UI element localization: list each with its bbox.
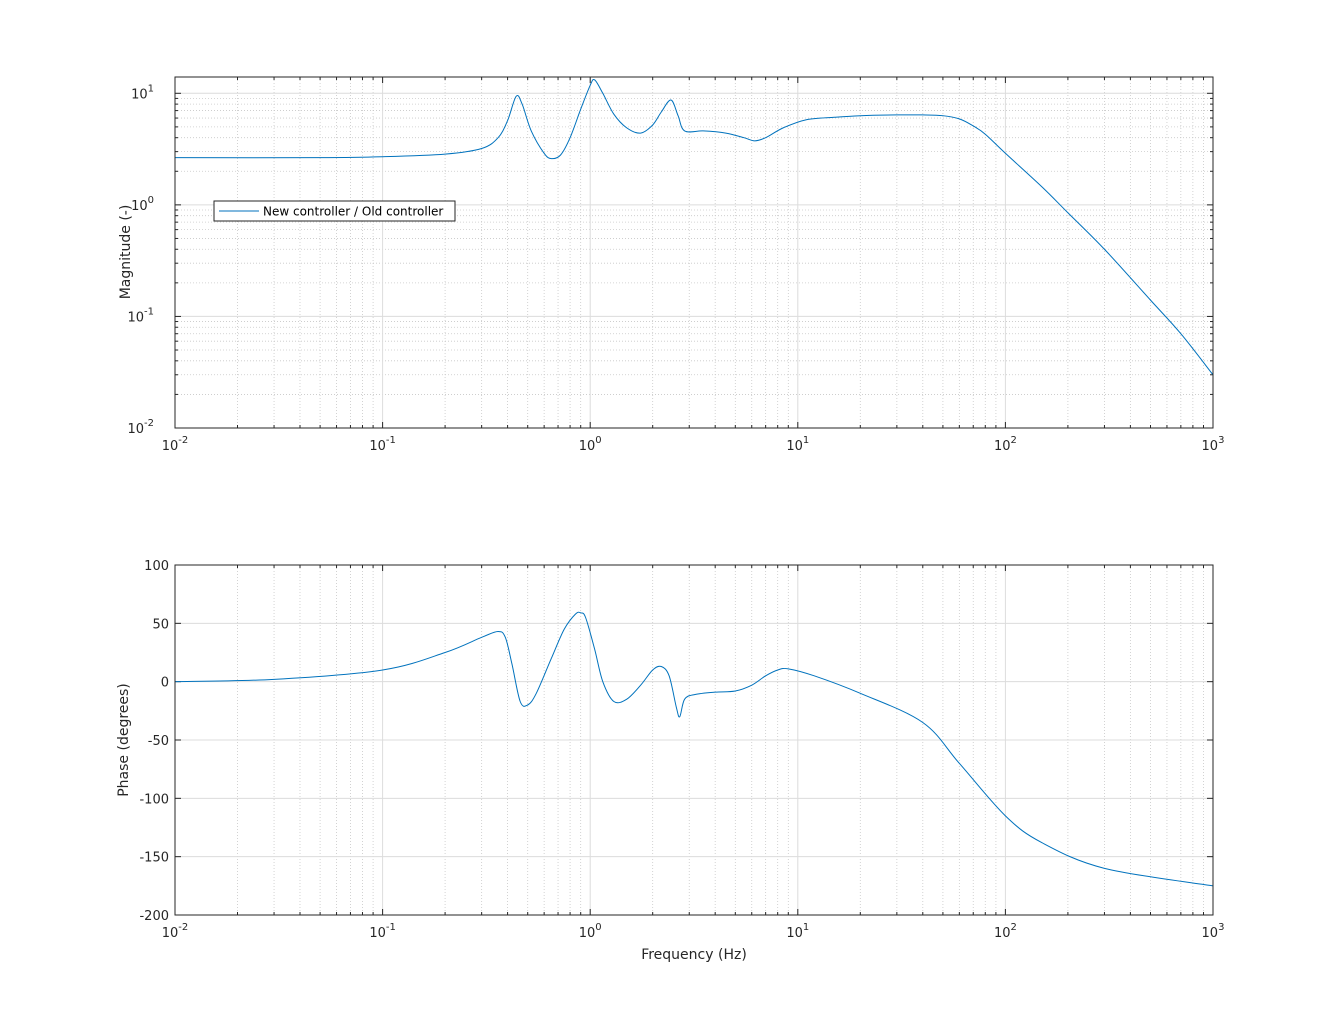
y-tick-label: 10-1	[127, 306, 154, 325]
magnitude-minor-grid	[175, 77, 1213, 428]
x-tick-label: 103	[1202, 435, 1225, 454]
x-tick-label: 10-2	[162, 435, 189, 454]
phase-x-tick-labels: 10-2 10-1 100 101 102 103	[162, 922, 1225, 941]
magnitude-y-tick-labels: 10-2 10-1 100 101	[127, 83, 154, 437]
phase-x-axis-label: Frequency (Hz)	[641, 947, 747, 963]
magnitude-plot-area	[175, 77, 1213, 428]
phase-y-axis-label: Phase (degrees)	[116, 683, 132, 797]
y-tick-label: 101	[131, 83, 154, 102]
legend-entry-label: New controller / Old controller	[263, 205, 443, 219]
legend: New controller / Old controller	[213, 200, 456, 222]
y-tick-label: -200	[139, 909, 169, 924]
x-tick-label: 101	[786, 922, 809, 941]
y-tick-label: 100	[131, 195, 154, 214]
y-tick-label: 50	[152, 617, 169, 632]
phase-major-grid	[174, 565, 1214, 915]
x-tick-label: 101	[786, 435, 809, 454]
magnitude-axes: 10-2 10-1 100 101 102 103 10-2 10-1 100 101 Magn…	[118, 76, 1225, 454]
x-tick-label: 10-1	[369, 435, 396, 454]
phase-y-tick-labels: 100 50 0 -50 -100 -150 -200	[139, 559, 169, 924]
x-tick-label: 103	[1202, 922, 1225, 941]
magnitude-x-tick-labels: 10-2 10-1 100 101 102 103	[162, 435, 1225, 454]
phase-series-line	[174, 611, 1214, 887]
x-tick-label: 10-1	[369, 922, 396, 941]
x-tick-label: 102	[994, 922, 1017, 941]
y-tick-label: 100	[144, 559, 169, 574]
magnitude-axes-box	[174, 76, 1214, 429]
phase-axes: 10-2 10-1 100 101 102 103 100 50 0 -50 -100 -150 -2…	[116, 559, 1224, 963]
y-tick-label: 10-2	[127, 418, 154, 437]
x-tick-label: 100	[579, 922, 602, 941]
y-tick-label: 0	[161, 676, 169, 691]
magnitude-series-line	[174, 78, 1214, 376]
y-tick-label: -100	[139, 792, 169, 807]
y-tick-label: -50	[148, 734, 169, 749]
phase-axes-box	[174, 564, 1214, 916]
x-tick-label: 102	[994, 435, 1017, 454]
legend-box	[213, 200, 456, 222]
magnitude-y-axis-label: Magnitude (-)	[118, 205, 134, 300]
y-tick-label: -150	[139, 851, 169, 866]
x-tick-label: 10-2	[162, 922, 189, 941]
x-tick-label: 100	[579, 435, 602, 454]
